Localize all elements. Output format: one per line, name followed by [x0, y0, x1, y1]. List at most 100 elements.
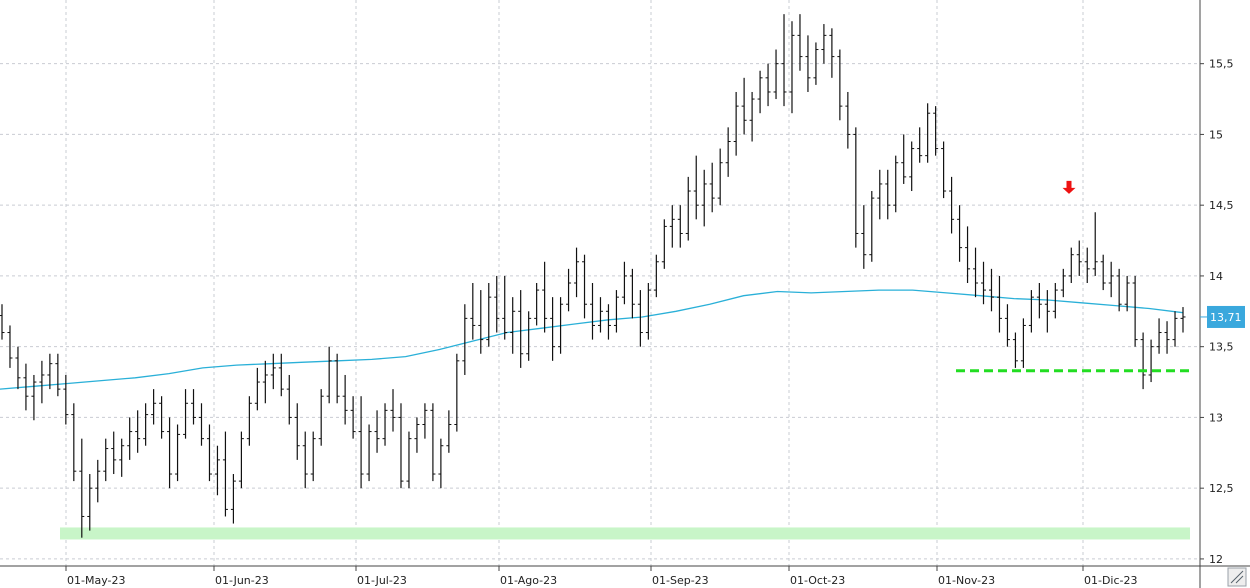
- ohlc-bar-18: [143, 403, 149, 446]
- ohlc-bar-111: [885, 169, 891, 220]
- ohlc-bar-139: [1108, 261, 1114, 298]
- last-price-label: 13,71: [1210, 311, 1242, 324]
- ohlc-bar-86: [685, 176, 691, 241]
- x-tick-label: 01-Sep-23: [652, 574, 709, 587]
- x-tick-label: 01-Dic-23: [1084, 574, 1138, 587]
- ohlc-bar-127: [1012, 332, 1018, 368]
- ohlc-bar-95: [757, 70, 763, 114]
- ohlc-bar-112: [893, 155, 899, 213]
- ohlc-bar-103: [821, 24, 827, 64]
- ohlc-bar-72: [574, 247, 580, 298]
- ohlc-bar-102: [813, 42, 819, 85]
- down-arrow-icon: [1062, 180, 1076, 194]
- ohlc-bar-7: [55, 353, 61, 397]
- ohlc-bar-77: [613, 290, 619, 333]
- support-band: [60, 527, 1190, 540]
- ohlc-bar-2: [15, 346, 21, 390]
- resize-grip-line: [1230, 570, 1244, 584]
- ohlc-bar-89: [709, 162, 715, 213]
- ohlc-bar-40: [318, 389, 324, 446]
- ohlc-bar-71: [566, 268, 572, 312]
- ohlc-bar-109: [869, 191, 875, 262]
- y-tick-label: 15,5: [1209, 58, 1234, 71]
- ohlc-bar-35: [278, 353, 284, 397]
- ohlc-bar-115: [917, 127, 923, 163]
- ohlc-bar-120: [957, 205, 963, 262]
- ohlc-bar-46: [366, 424, 372, 482]
- ohlc-bar-141: [1124, 275, 1130, 312]
- ohlc-bar-116: [925, 103, 931, 163]
- ohlc-bar-106: [845, 91, 851, 149]
- ohlc-bar-101: [805, 35, 811, 92]
- ohlc-bar-39: [310, 431, 316, 482]
- price-bars-layer: [0, 14, 1186, 538]
- ohlc-bar-132: [1052, 283, 1058, 319]
- ohlc-bar-58: [462, 304, 468, 375]
- ohlc-bar-129: [1028, 290, 1034, 333]
- ohlc-bar-32: [254, 367, 260, 411]
- ohlc-bar-52: [414, 417, 420, 453]
- ohlc-bar-147: [1172, 311, 1178, 347]
- ohlc-bar-121: [965, 226, 971, 283]
- last-price-badge: [1207, 305, 1245, 328]
- ohlc-bar-56: [446, 410, 452, 453]
- ohlc-bar-16: [127, 417, 133, 460]
- ohlc-bar-97: [773, 49, 779, 100]
- ohlc-bar-135: [1076, 240, 1082, 276]
- ohlc-bar-87: [693, 155, 699, 220]
- ohlc-bar-27: [214, 445, 220, 496]
- ohlc-bar-125: [996, 275, 1002, 333]
- ohlc-bar-124: [988, 268, 994, 312]
- ohlc-bar-119: [949, 176, 955, 234]
- ohlc-bar-133: [1060, 268, 1066, 298]
- ohlc-bar-48: [382, 403, 388, 446]
- ohlc-bar-82: [653, 254, 659, 298]
- ohlc-bar-128: [1020, 318, 1026, 368]
- ohlc-bar-26: [206, 424, 212, 482]
- ohlc-bar-11: [87, 474, 93, 531]
- ohlc-bar-10: [79, 438, 85, 538]
- ohlc-bar-145: [1156, 318, 1162, 354]
- ohlc-bar-9: [71, 403, 77, 482]
- ohlc-bar-20: [159, 396, 165, 439]
- ohlc-bar-38: [302, 431, 308, 489]
- ohlc-bar-29: [230, 474, 236, 524]
- ohlc-bar-73: [582, 254, 588, 319]
- ohlc-bar-88: [701, 169, 707, 227]
- ohlc-bar-6: [47, 353, 53, 390]
- annotation-layer: [1062, 180, 1076, 194]
- ohlc-bar-49: [390, 389, 396, 432]
- ohlc-bar-136: [1084, 247, 1090, 283]
- ohlc-bar-67: [534, 283, 540, 326]
- ohlc-bar-108: [861, 205, 867, 269]
- ohlc-bar-53: [422, 403, 428, 439]
- ohlc-bar-100: [797, 14, 803, 71]
- ohlc-bar-54: [430, 403, 436, 482]
- ohlc-bar-130: [1036, 283, 1042, 319]
- ohlc-bar-13: [103, 438, 109, 482]
- last-price-label-layer: 13,71: [1200, 305, 1245, 328]
- ohlc-bar-123: [981, 261, 987, 305]
- ohlc-bar-17: [135, 410, 141, 453]
- support-band-layer: [60, 527, 1190, 540]
- ohlc-bar-134: [1068, 247, 1074, 283]
- moving-average-layer: [0, 289, 1184, 390]
- moving-average-line: [0, 289, 1184, 390]
- corner-layer[interactable]: [1227, 567, 1247, 587]
- x-tick-label: 01-Jul-23: [357, 574, 407, 587]
- ohlc-bar-59: [470, 283, 476, 340]
- ohlc-bar-114: [909, 141, 915, 192]
- ohlc-bar-70: [558, 297, 564, 354]
- ohlc-bar-142: [1132, 275, 1138, 347]
- ohlc-bar-37: [294, 403, 300, 460]
- ohlc-bar-131: [1044, 290, 1050, 333]
- x-tick-label: 01-Nov-23: [938, 574, 995, 587]
- ohlc-bar-57: [454, 353, 460, 432]
- ohlc-bar-140: [1116, 268, 1122, 312]
- ohlc-bar-60: [478, 290, 484, 354]
- ohlc-bar-78: [621, 261, 627, 305]
- ohlc-bar-85: [677, 205, 683, 248]
- ohlc-bar-1: [7, 325, 13, 368]
